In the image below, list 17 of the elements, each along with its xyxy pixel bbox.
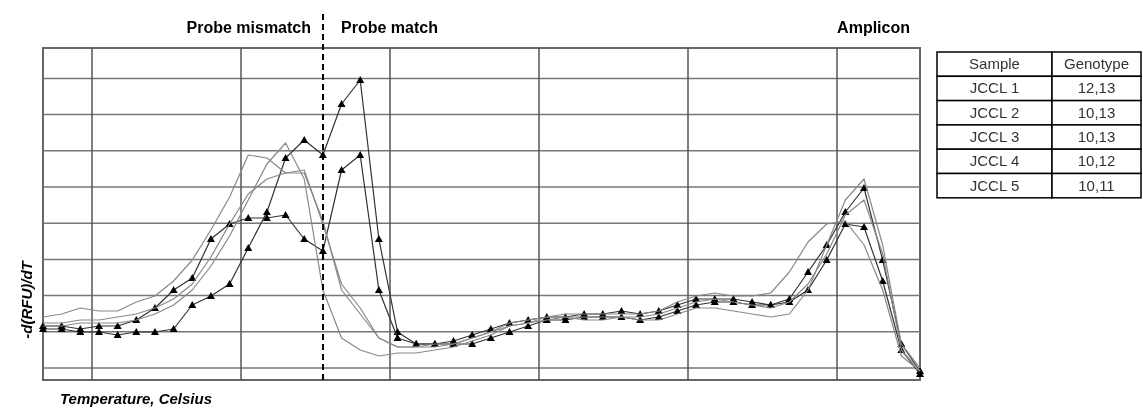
text: 10,13 xyxy=(1077,127,1116,145)
text: Sample xyxy=(969,55,1020,72)
text: 10,12 xyxy=(1077,152,1116,170)
y-axis-title: -d(RFU)/dT xyxy=(18,259,35,339)
text: 12,13 xyxy=(1077,79,1116,97)
text: JCCL 2 xyxy=(969,103,1020,121)
text: Amplicon xyxy=(837,19,910,36)
text: 10,11 xyxy=(1078,176,1115,194)
text: JCCL 1 xyxy=(969,79,1020,97)
text: Probe match xyxy=(341,19,438,36)
text: 10,13 xyxy=(1077,103,1116,121)
x-axis-title: Temperature, Celsius xyxy=(60,390,212,407)
text: Genotype xyxy=(1063,55,1130,72)
text: JCCL 3 xyxy=(969,127,1020,145)
text: JCCL 5 xyxy=(969,176,1020,194)
text: JCCL 4 xyxy=(969,152,1020,170)
text: Probe mismatch xyxy=(186,19,312,36)
